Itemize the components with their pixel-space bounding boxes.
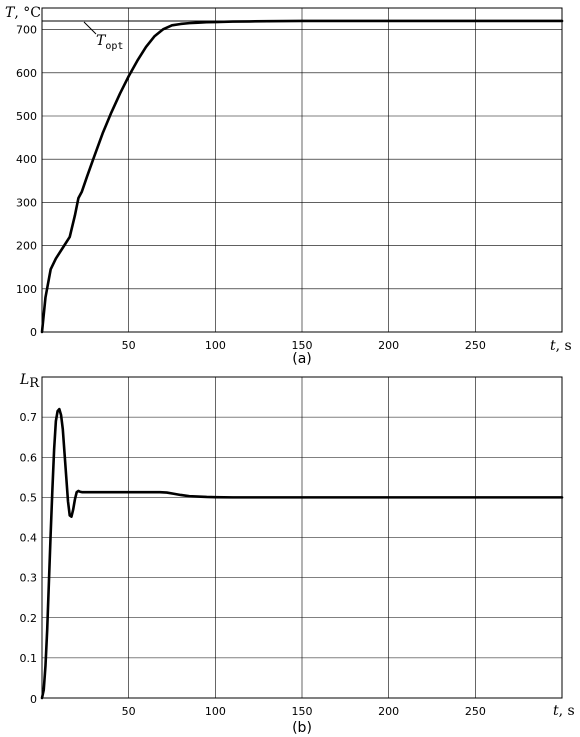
- x-axis-unit-a: , s: [556, 338, 572, 354]
- series-line-temperature: [40, 19, 564, 334]
- plot-frame-a: [41, 7, 563, 333]
- x-axis-var-b: t: [553, 703, 559, 719]
- x-tick-label: 50: [122, 705, 136, 718]
- y-tick-label: 0.6: [20, 451, 38, 464]
- plot-frame-b: [41, 376, 563, 699]
- y-tick-label: 500: [16, 110, 37, 123]
- y-axis-var-a: T: [5, 5, 16, 21]
- y-tick-labels-b: 0.1 0.2 0.3 0.4 0.5 0.6 0.7: [20, 411, 38, 665]
- y-axis-sub-b: R: [29, 376, 40, 391]
- x-tick-label: 100: [205, 705, 226, 718]
- x-tick-label: 250: [465, 705, 486, 718]
- y-tick-label: 0.5: [20, 491, 38, 504]
- y-tick-label: 700: [16, 24, 37, 37]
- reference-label-topt: Topt: [96, 33, 123, 52]
- x-tick-label: 200: [378, 339, 399, 352]
- x-axis-label-a: t, s: [550, 338, 572, 354]
- x-tick-label: 200: [378, 705, 399, 718]
- x-axis-unit-b: , s: [559, 703, 575, 719]
- y-tick-label: 0: [30, 326, 37, 339]
- x-tick-labels-b: 50 100 150 200 250: [122, 705, 486, 718]
- y-tick-label: 300: [16, 196, 37, 209]
- y-axis-var-b: L: [19, 372, 29, 388]
- origin-label-b: 0: [30, 693, 37, 706]
- y-tick-label: 100: [16, 283, 37, 296]
- reference-label-sub: opt: [105, 41, 123, 52]
- grid-lines-a: [42, 8, 562, 333]
- y-tick-label: 400: [16, 153, 37, 166]
- y-tick-label: 0.1: [20, 652, 38, 665]
- x-tick-labels-a: 50 100 150 200 250: [122, 339, 486, 352]
- panel-label-b: (b): [292, 720, 312, 736]
- x-tick-label: 150: [292, 339, 313, 352]
- y-tick-label: 200: [16, 240, 37, 253]
- panel-b: 50 100 150 200 250 0.1 0.2 0.3 0.4 0.5 0.6 0.7 0 L…: [19, 372, 575, 736]
- y-tick-labels-a: 0 100 200 300 400 500 600 700: [16, 24, 37, 339]
- y-tick-label: 0.7: [20, 411, 38, 424]
- y-tick-label: 0.3: [20, 572, 38, 585]
- x-tick-label: 50: [122, 339, 136, 352]
- y-tick-label: 0.4: [20, 532, 38, 545]
- y-axis-unit-a: , °C: [14, 5, 41, 21]
- x-tick-label: 250: [465, 339, 486, 352]
- panel-label-a: (a): [292, 351, 312, 367]
- x-axis-var-a: t: [550, 338, 556, 354]
- x-axis-label-b: t, s: [553, 703, 575, 719]
- y-tick-label: 0.2: [20, 612, 38, 625]
- y-tick-label: 600: [16, 67, 37, 80]
- grid-lines-b: [42, 377, 562, 698]
- reference-leader-line: [83, 21, 97, 35]
- series-line-lr: [40, 407, 564, 700]
- x-tick-label: 150: [292, 705, 313, 718]
- panel-a: Topt 50 100 150 200 250 0 100 200 300 400 500 600 7…: [5, 5, 572, 367]
- x-tick-label: 100: [205, 339, 226, 352]
- y-axis-label-b: LR: [19, 372, 40, 391]
- y-axis-label-a: T, °C: [5, 5, 41, 21]
- reference-label-main: T: [96, 33, 107, 49]
